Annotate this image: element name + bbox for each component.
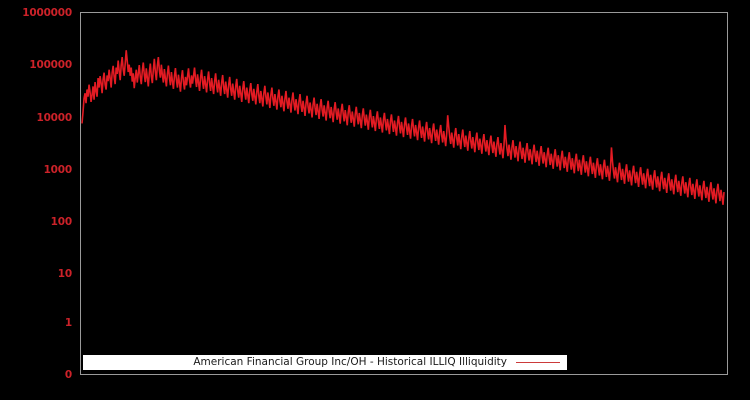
legend-line-sample-icon <box>516 362 560 363</box>
y-axis: 1000000 100000 10000 1000 100 10 1 0 <box>0 0 80 400</box>
y-tick-label-10: 10 <box>57 268 72 280</box>
legend-label: American Financial Group Inc/OH - Histor… <box>193 356 507 369</box>
plot-area-border <box>80 12 728 375</box>
y-tick-label-100000: 100000 <box>29 59 72 71</box>
y-tick-label-1000: 1000 <box>43 164 73 176</box>
y-tick-label-1000000: 1000000 <box>22 7 72 19</box>
y-tick-label-100: 100 <box>50 216 73 228</box>
y-tick-label-10000: 10000 <box>36 112 72 124</box>
series-illiq-line <box>81 50 725 205</box>
y-tick-label-0: 0 <box>64 369 72 381</box>
legend: American Financial Group Inc/OH - Histor… <box>83 355 567 370</box>
y-tick-label-1: 1 <box>64 317 72 329</box>
plot-area <box>81 13 727 374</box>
